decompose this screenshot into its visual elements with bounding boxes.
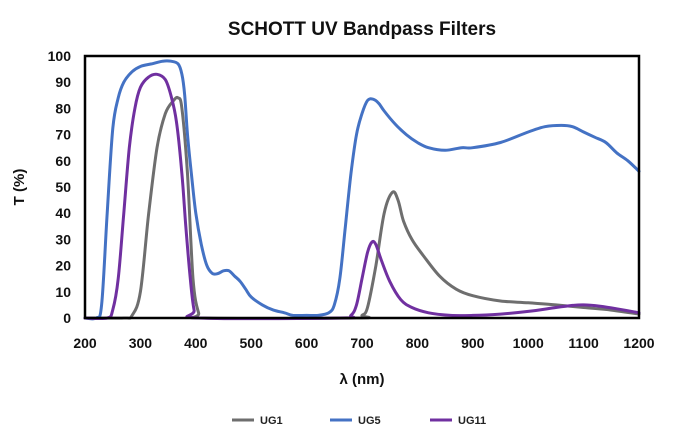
y-tick-label: 70 xyxy=(55,127,71,143)
series-line-ug5 xyxy=(83,59,641,321)
legend-item-ug5: UG5 xyxy=(330,415,381,427)
y-tick-label: 30 xyxy=(55,231,71,247)
legend-label: UG1 xyxy=(260,415,283,427)
x-tick-label: 500 xyxy=(240,335,264,351)
y-tick-label: 40 xyxy=(55,205,71,221)
x-tick-label: 400 xyxy=(184,335,208,351)
legend-label: UG11 xyxy=(458,415,486,427)
series-line-ug11 xyxy=(83,72,641,321)
plot-series xyxy=(83,59,641,321)
x-tick-label: 1000 xyxy=(513,335,544,351)
y-tick-label: 20 xyxy=(55,258,71,274)
x-tick-labels: 200 300 400 500 600 700 800 900 1000 1100 1200 xyxy=(73,335,654,351)
x-tick-label: 800 xyxy=(406,335,430,351)
y-axis-label: T (%) xyxy=(11,169,28,206)
x-axis-label: λ (nm) xyxy=(340,371,385,388)
series-line-ug1 xyxy=(83,95,641,321)
y-tick-label: 80 xyxy=(55,100,71,116)
x-tick-label: 300 xyxy=(129,335,153,351)
x-tick-label: 1200 xyxy=(623,335,654,351)
y-tick-label: 10 xyxy=(55,284,71,300)
legend-label: UG5 xyxy=(358,415,381,427)
x-tick-label: 600 xyxy=(295,335,319,351)
chart-title: SCHOTT UV Bandpass Filters xyxy=(228,19,496,40)
y-tick-label: 100 xyxy=(48,48,72,64)
y-tick-labels: 0 10 20 30 40 50 60 70 80 90 100 xyxy=(48,48,72,326)
y-tick-label: 60 xyxy=(55,153,71,169)
y-tick-label: 50 xyxy=(55,179,71,195)
y-tick-label: 0 xyxy=(63,310,71,326)
x-tick-label: 700 xyxy=(350,335,374,351)
x-tick-label: 200 xyxy=(73,335,97,351)
x-tick-label: 1100 xyxy=(568,335,599,351)
plot-area-frame xyxy=(83,54,641,320)
legend-item-ug1: UG1 xyxy=(232,415,283,427)
y-tick-label: 90 xyxy=(55,74,71,90)
x-tick-label: 900 xyxy=(461,335,485,351)
legend-item-ug11: UG11 xyxy=(430,415,486,427)
legend: UG1 UG5 UG11 xyxy=(232,415,486,427)
